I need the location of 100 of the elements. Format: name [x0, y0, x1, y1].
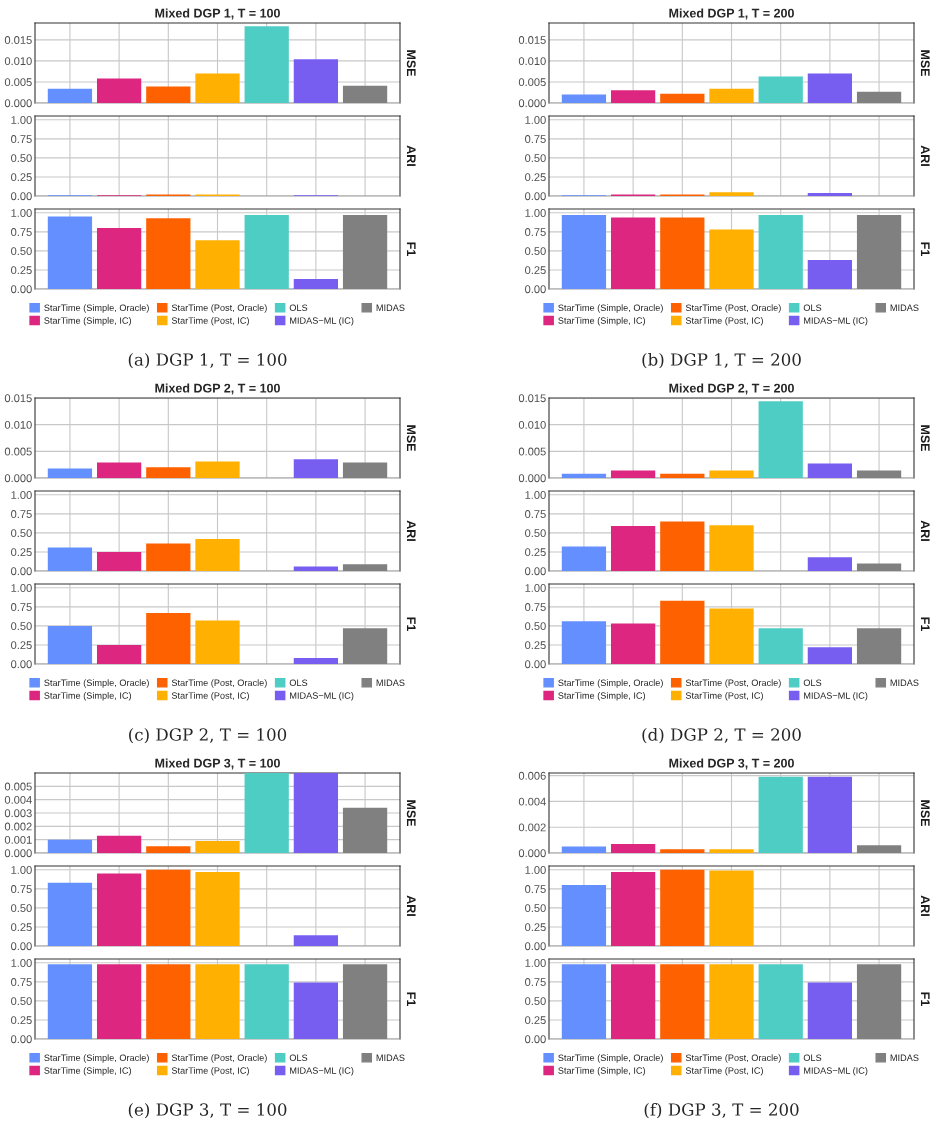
y-tick-label: 0.015 [518, 36, 546, 44]
bar [47, 216, 93, 289]
y-tick-label: 0.005 [4, 782, 32, 791]
bar [96, 551, 142, 571]
chart-title: Mixed DGP 1, T = 200 [669, 8, 794, 20]
y-tick-label: 0.25 [525, 923, 546, 932]
y-tick-label: 0.25 [525, 641, 546, 650]
bar [293, 279, 339, 289]
y-tick-label: 0.75 [525, 510, 546, 518]
y-axis-title: ARI [406, 520, 416, 541]
y-tick-label: 0.002 [4, 822, 32, 831]
text: (e) DGP 3, T = 100 [128, 1102, 287, 1119]
y-tick-label: 0.00 [525, 942, 546, 951]
y-tick-label: 0.50 [11, 622, 32, 631]
bar [807, 463, 853, 478]
y-tick-label: 0.25 [11, 173, 32, 182]
bar [758, 628, 803, 664]
y-tick-label: 0.000 [518, 474, 546, 483]
y-tick-label: 0.25 [525, 266, 546, 275]
y-tick-label: 0.75 [11, 885, 32, 893]
y-tick-label: 0.50 [11, 997, 32, 1006]
bar [758, 776, 803, 853]
bar [610, 526, 656, 571]
bar [342, 462, 388, 478]
y-tick-label: 1.00 [11, 116, 32, 124]
bar [195, 240, 240, 289]
y-axis-title: ARI [406, 145, 416, 166]
bar [807, 557, 853, 571]
bar [47, 88, 93, 103]
y-tick-label: 0.015 [4, 394, 32, 403]
bar [660, 521, 705, 571]
bar [660, 849, 705, 853]
legend-label: MIDAS−ML (IC) [290, 1067, 354, 1076]
chart-title: Mixed DGP 3, T = 100 [155, 758, 280, 770]
y-axis-title: F1 [406, 992, 416, 1006]
bar [709, 608, 754, 664]
legend-label: MIDAS [376, 679, 405, 686]
legend-label: StarTime (Post, IC) [171, 692, 249, 701]
y-tick-label: 0.25 [11, 266, 32, 275]
legend-label: StarTime (Post, Oracle) [685, 679, 781, 688]
bar [856, 563, 902, 571]
legend-label: StarTime (Simple, Oracle) [44, 1054, 149, 1063]
bar [758, 76, 803, 103]
bar [293, 657, 339, 664]
y-tick-label: 1.00 [525, 209, 546, 217]
y-axis-title: MSE [920, 50, 930, 77]
y-tick-label: 0.75 [11, 228, 32, 236]
legend-label: StarTime (Simple, Oracle) [44, 679, 149, 688]
bar [660, 600, 705, 664]
bar [244, 215, 289, 289]
y-tick-label: 0.015 [4, 36, 32, 44]
bar [293, 59, 339, 103]
y-tick-label: 0.00 [525, 1035, 546, 1044]
bar [195, 539, 240, 571]
bar [146, 612, 191, 664]
y-tick-label: 0.003 [4, 809, 32, 818]
bar [709, 525, 754, 571]
legend-label: StarTime (Simple, Oracle) [558, 304, 663, 313]
y-axis-title: MSE [406, 800, 416, 827]
bar [342, 564, 388, 571]
legend-label: StarTime (Post, IC) [685, 317, 763, 326]
y-tick-label: 0.004 [518, 797, 546, 806]
bar [856, 628, 902, 664]
bar [561, 846, 607, 853]
bar [146, 543, 191, 571]
y-tick-label: 1.00 [525, 866, 546, 874]
legend-label: MIDAS [890, 679, 919, 686]
bar [610, 90, 656, 103]
bar [610, 217, 656, 289]
bar [47, 625, 93, 664]
y-tick-label: 0.75 [525, 135, 546, 143]
bar [709, 88, 754, 103]
y-tick-label: 0.25 [11, 923, 32, 932]
legend-label: StarTime (Simple, IC) [558, 1067, 646, 1076]
y-tick-label: 0.00 [11, 567, 32, 576]
y-tick-label: 0.010 [518, 57, 546, 66]
legend-label: OLS [289, 304, 308, 311]
bar [195, 841, 240, 853]
bar [342, 85, 388, 103]
text: (d) DGP 2, T = 200 [642, 727, 801, 744]
legend-label: StarTime (Simple, IC) [558, 692, 646, 701]
bar [293, 773, 339, 853]
legend-label: StarTime (Post, Oracle) [685, 1054, 781, 1063]
legend-label: OLS [803, 1054, 822, 1061]
legend-label: OLS [289, 679, 308, 686]
y-axis-title: ARI [920, 895, 930, 916]
bar [561, 473, 607, 478]
legend-label: StarTime (Simple, IC) [44, 1067, 132, 1076]
y-tick-label: 0.25 [525, 1016, 546, 1025]
y-tick-label: 0.75 [525, 978, 546, 986]
y-axis-title: MSE [920, 425, 930, 452]
y-tick-label: 0.50 [11, 904, 32, 913]
y-tick-label: 0.75 [525, 885, 546, 893]
bar [146, 467, 191, 478]
legend-label: StarTime (Post, IC) [171, 1067, 249, 1076]
bar [856, 470, 902, 478]
y-axis-title: F1 [406, 242, 416, 256]
legend-label: StarTime (Post, Oracle) [171, 304, 267, 313]
y-tick-label: 0.000 [4, 849, 32, 858]
bar [244, 773, 289, 853]
